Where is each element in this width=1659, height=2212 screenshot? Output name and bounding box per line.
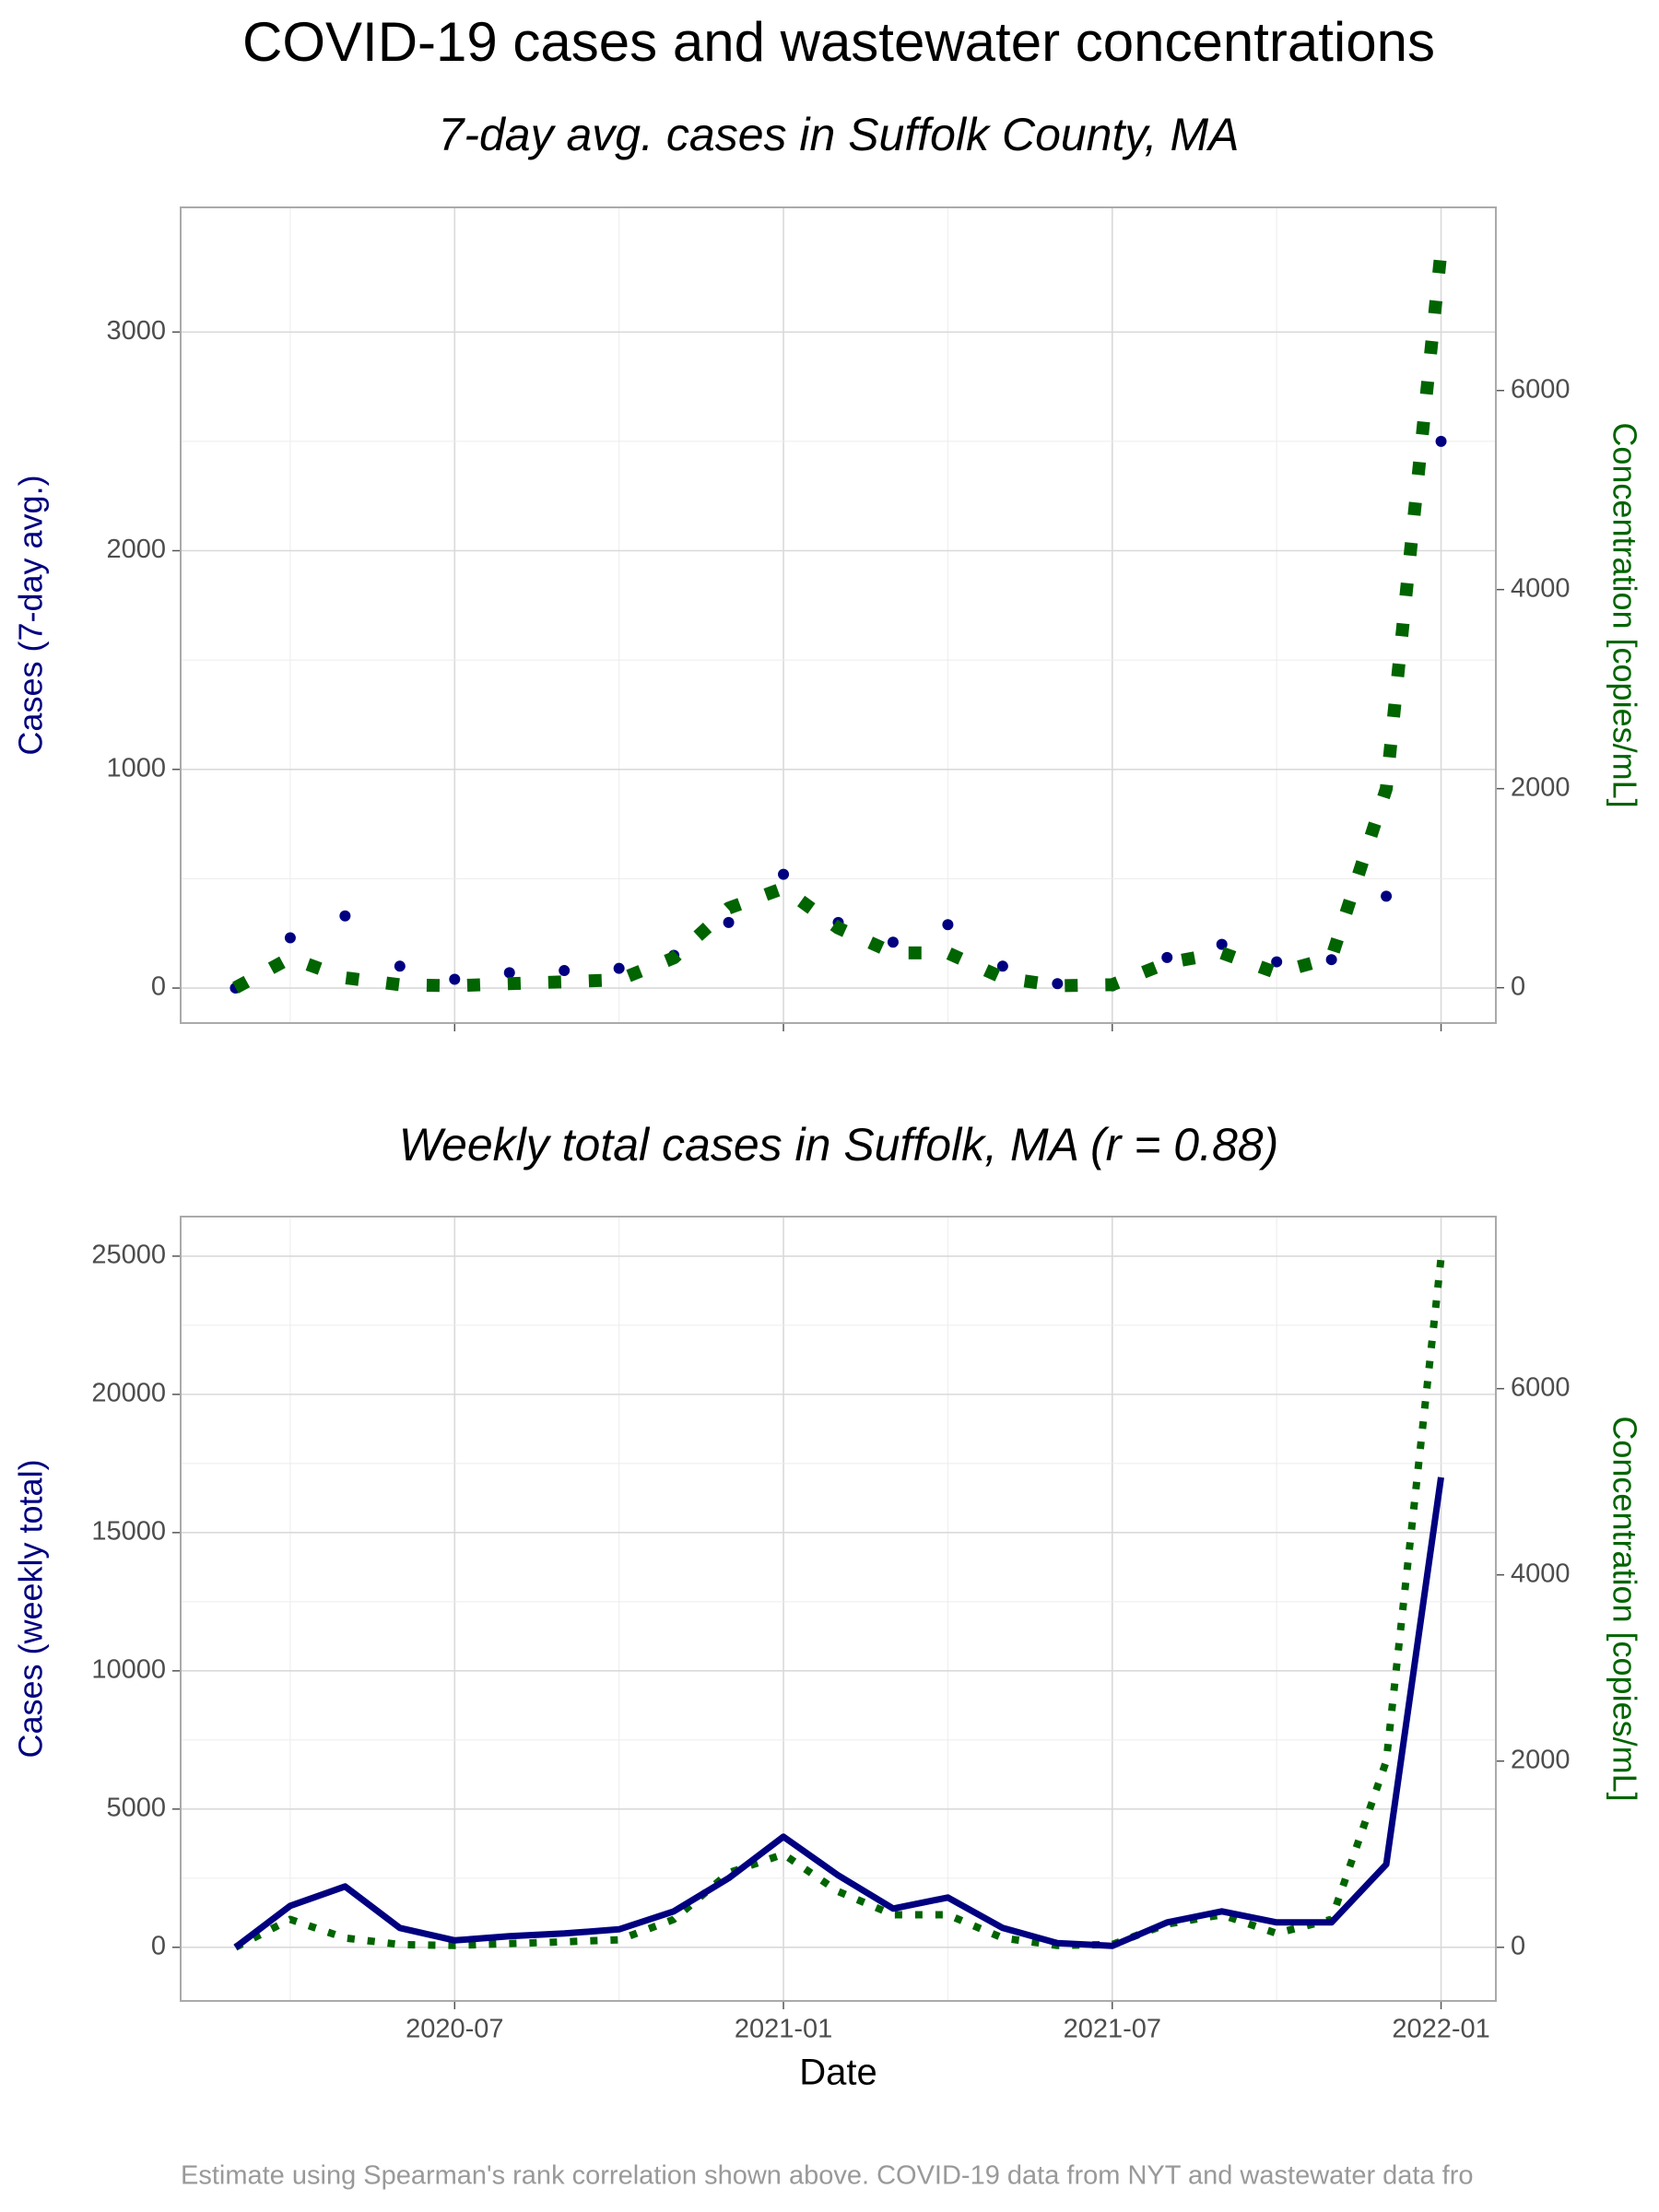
plot-border bbox=[180, 1216, 1497, 2002]
data-point bbox=[1271, 956, 1283, 968]
y2-tick-label: 4000 bbox=[1511, 573, 1571, 603]
y-tick-label: 25000 bbox=[91, 1241, 166, 1270]
data-point bbox=[723, 916, 735, 928]
y-axis-label: Cases (weekly total) bbox=[12, 1459, 50, 1758]
y-tick-label: 3000 bbox=[106, 316, 166, 346]
x-tick-label: 2021-01 bbox=[735, 2015, 832, 2044]
dotted-line bbox=[232, 250, 1448, 994]
data-point bbox=[1325, 954, 1337, 966]
y-tick-label: 5000 bbox=[106, 1793, 166, 1822]
data-point bbox=[1161, 951, 1173, 963]
chart-subtitle: 7-day avg. cases in Suffolk County, MA bbox=[439, 109, 1240, 160]
data-point bbox=[1052, 978, 1064, 990]
data-point bbox=[1381, 890, 1393, 902]
y2-axis-label: Concentration [copies/mL] bbox=[1606, 1416, 1643, 1801]
x-tick-label: 2022-01 bbox=[1392, 2015, 1489, 2044]
data-point bbox=[613, 962, 625, 974]
data-point bbox=[559, 965, 571, 977]
data-point bbox=[284, 932, 296, 944]
figure-title: COVID-19 cases and wastewater concentrat… bbox=[242, 11, 1435, 73]
x-axis-label: Date bbox=[799, 2053, 877, 2093]
y2-tick-label: 4000 bbox=[1511, 1559, 1571, 1588]
y-tick-label: 20000 bbox=[91, 1379, 166, 1408]
line bbox=[233, 1477, 1444, 1950]
y-tick-label: 0 bbox=[151, 972, 166, 1002]
data-point bbox=[394, 960, 406, 972]
data-point bbox=[887, 936, 899, 948]
data-point bbox=[1435, 435, 1447, 447]
plot-border bbox=[180, 206, 1497, 1024]
y2-tick-label: 6000 bbox=[1511, 374, 1571, 404]
data-point bbox=[503, 967, 515, 979]
data-point bbox=[778, 868, 790, 880]
y2-tick-label: 0 bbox=[1511, 1931, 1525, 1960]
y2-axis-label: Concentration [copies/mL] bbox=[1606, 422, 1643, 807]
y-tick-label: 1000 bbox=[106, 753, 166, 782]
y2-tick-label: 2000 bbox=[1511, 772, 1571, 802]
y-axis-label: Cases (7-day avg.) bbox=[12, 475, 50, 755]
y-tick-label: 15000 bbox=[91, 1517, 166, 1547]
y-tick-label: 10000 bbox=[91, 1654, 166, 1684]
data-point bbox=[996, 960, 1008, 972]
y2-tick-label: 6000 bbox=[1511, 1372, 1571, 1402]
chart-subtitle: Weekly total cases in Suffolk, MA (r = 0… bbox=[399, 1119, 1279, 1171]
data-point bbox=[449, 973, 461, 985]
dotted-line bbox=[233, 1257, 1445, 1951]
data-point bbox=[942, 919, 954, 931]
x-tick-label: 2020-07 bbox=[406, 2015, 503, 2044]
y-tick-label: 2000 bbox=[106, 535, 166, 564]
y2-tick-label: 2000 bbox=[1511, 1745, 1571, 1774]
y2-tick-label: 0 bbox=[1511, 971, 1525, 1001]
x-tick-label: 2021-07 bbox=[1064, 2015, 1161, 2044]
y-tick-label: 0 bbox=[151, 1931, 166, 1960]
footnote: Estimate using Spearman's rank correlati… bbox=[181, 2161, 1474, 2191]
data-point bbox=[339, 910, 351, 922]
